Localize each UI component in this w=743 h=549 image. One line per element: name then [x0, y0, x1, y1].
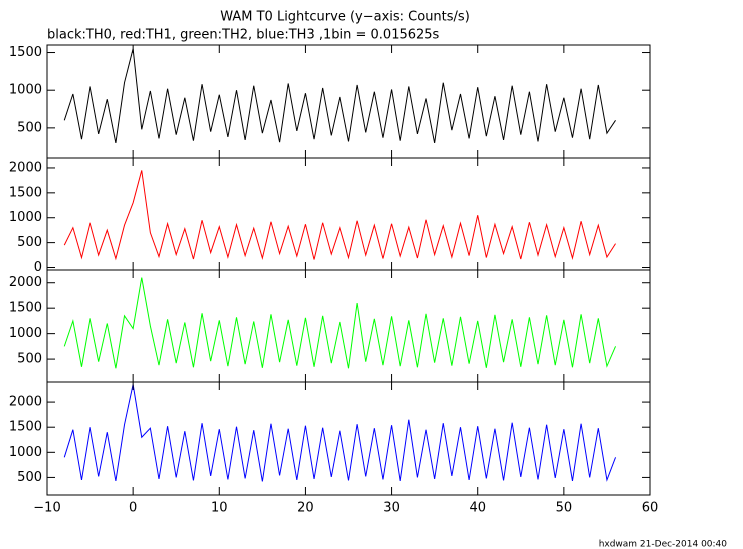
y-tick-label: 2000 [9, 160, 42, 175]
panel-frame [46, 157, 651, 271]
y-tick-label: 500 [17, 235, 42, 250]
chart-subtitle: black:TH0, red:TH1, green:TH2, blue:TH3 … [47, 28, 440, 43]
lightcurve [63, 277, 616, 369]
lightcurve [63, 48, 616, 144]
x-tick-label: 20 [297, 501, 314, 516]
x-tick-label: 60 [642, 501, 659, 516]
y-tick-label: 1000 [9, 83, 42, 98]
x-tick-label: 30 [383, 501, 400, 516]
x-tick-label: 40 [469, 501, 486, 516]
y-tick-label: 500 [17, 470, 42, 485]
footer: hxdwam 21-Dec-2014 00:40 [599, 540, 728, 549]
y-tick-label: 1500 [9, 185, 42, 200]
chart-title: WAM T0 Lightcurve (y−axis: Counts/s) [220, 10, 470, 25]
y-tick-label: 500 [17, 352, 42, 367]
panel-frame [46, 381, 651, 496]
y-tick-label: 1000 [9, 445, 42, 460]
x-tick-label: 0 [129, 501, 137, 516]
x-tick-label: 10 [211, 501, 228, 516]
y-tick-label: 2000 [9, 395, 42, 410]
y-tick-label: 500 [17, 120, 42, 135]
y-tick-label: 1500 [9, 420, 42, 435]
x-tick-label: −10 [33, 501, 60, 516]
x-tick-label: 50 [556, 501, 573, 516]
y-tick-label: 0 [34, 260, 42, 275]
y-tick-label: 2000 [9, 275, 42, 290]
y-tick-label: 1500 [9, 301, 42, 316]
lightcurve [63, 384, 617, 482]
y-tick-label: 1000 [9, 326, 42, 341]
lightcurve [63, 170, 616, 261]
y-tick-label: 1000 [9, 210, 42, 225]
y-tick-label: 1500 [9, 45, 42, 60]
